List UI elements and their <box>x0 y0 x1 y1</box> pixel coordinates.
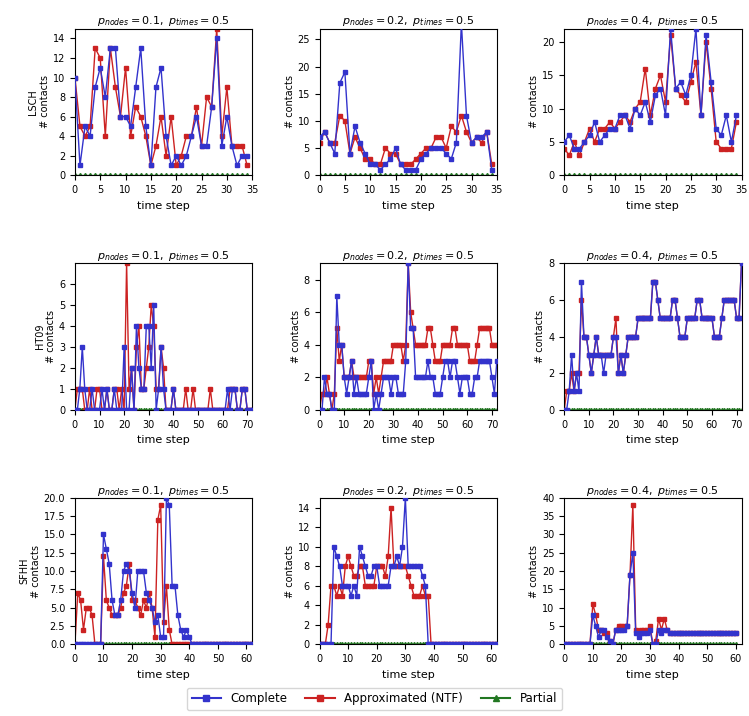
Title: $p_{nodes} = 0.2,\ p_{times} = 0.5$: $p_{nodes} = 0.2,\ p_{times} = 0.5$ <box>342 249 474 263</box>
X-axis label: time step: time step <box>137 669 190 679</box>
X-axis label: time step: time step <box>137 435 190 445</box>
X-axis label: time step: time step <box>137 200 190 211</box>
X-axis label: time step: time step <box>382 435 434 445</box>
Y-axis label: # contacts: # contacts <box>285 545 294 598</box>
X-axis label: time step: time step <box>382 669 434 679</box>
Y-axis label: # contacts: # contacts <box>536 310 545 363</box>
Title: $p_{nodes} = 0.1,\ p_{times} = 0.5$: $p_{nodes} = 0.1,\ p_{times} = 0.5$ <box>97 249 230 263</box>
X-axis label: time step: time step <box>626 669 679 679</box>
Title: $p_{nodes} = 0.2,\ p_{times} = 0.5$: $p_{nodes} = 0.2,\ p_{times} = 0.5$ <box>342 14 474 29</box>
Y-axis label: SFHH
# contacts: SFHH # contacts <box>19 545 40 598</box>
Title: $p_{nodes} = 0.4,\ p_{times} = 0.5$: $p_{nodes} = 0.4,\ p_{times} = 0.5$ <box>586 483 719 498</box>
Title: $p_{nodes} = 0.1,\ p_{times} = 0.5$: $p_{nodes} = 0.1,\ p_{times} = 0.5$ <box>97 483 230 498</box>
Title: $p_{nodes} = 0.2,\ p_{times} = 0.5$: $p_{nodes} = 0.2,\ p_{times} = 0.5$ <box>342 483 474 498</box>
X-axis label: time step: time step <box>382 200 434 211</box>
Y-axis label: # contacts: # contacts <box>291 310 301 363</box>
Y-axis label: HT09
# contacts: HT09 # contacts <box>34 310 56 363</box>
X-axis label: time step: time step <box>626 435 679 445</box>
Y-axis label: LSCH
# contacts: LSCH # contacts <box>28 75 50 128</box>
X-axis label: time step: time step <box>626 200 679 211</box>
Title: $p_{nodes} = 0.4,\ p_{times} = 0.5$: $p_{nodes} = 0.4,\ p_{times} = 0.5$ <box>586 14 719 29</box>
Y-axis label: # contacts: # contacts <box>530 75 539 128</box>
Legend: Complete, Approximated (NTF), Partial: Complete, Approximated (NTF), Partial <box>187 687 562 710</box>
Y-axis label: # contacts: # contacts <box>285 75 294 128</box>
Y-axis label: # contacts: # contacts <box>530 545 539 598</box>
Title: $p_{nodes} = 0.1,\ p_{times} = 0.5$: $p_{nodes} = 0.1,\ p_{times} = 0.5$ <box>97 14 230 29</box>
Title: $p_{nodes} = 0.4,\ p_{times} = 0.5$: $p_{nodes} = 0.4,\ p_{times} = 0.5$ <box>586 249 719 263</box>
